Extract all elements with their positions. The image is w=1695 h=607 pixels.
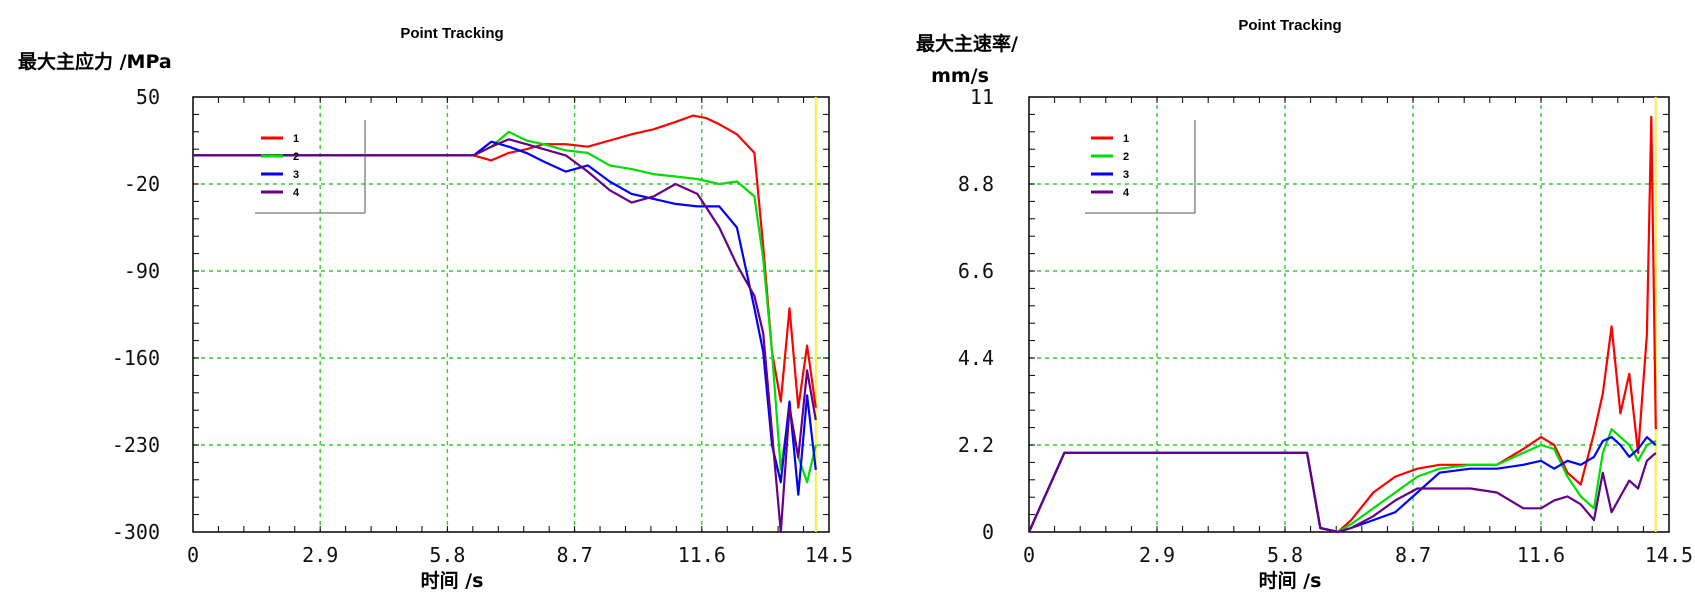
series-line-1 [193,114,817,409]
chart-2: Point Tracking 最大主速率/mm/s 时间 /s 0 2.9 5.8 8.7 1… [916,17,1693,592]
y-tick-label: 50 [136,85,160,109]
chart-title: Point Tracking [400,25,503,42]
y-tick-label: 11 [970,85,994,109]
chart-1: Point Tracking 最大主应力 /MPa 时间 /s 0 2.9 5.8 8.7 1… [18,25,853,592]
x-tick-label: 14.5 [1645,543,1693,567]
legend-label-3: 3 [1123,169,1129,181]
x-axis-label: 时间 /s [421,570,484,592]
x-tick-label: 2.9 [302,543,338,567]
plot-area [193,97,829,532]
y-tick-label: 8.8 [958,172,994,196]
y-axis-label: 最大主应力 /MPa [18,50,172,73]
y-tick-label: 6.6 [958,259,994,283]
legend: 1 2 3 4 [255,120,366,214]
y-tick-label: -20 [124,172,160,196]
y-tick-label: 2.2 [958,433,994,457]
legend-label-4: 4 [293,187,300,199]
legend-label-1: 1 [1123,133,1129,145]
series-line-4 [193,138,817,534]
legend-label-4: 4 [1123,187,1130,199]
y-tick-label: -230 [112,433,160,457]
legend-label-1: 1 [293,133,299,145]
x-tick-label: 2.9 [1139,543,1175,567]
y-tick-label: 4.4 [958,346,994,370]
series-line-3 [193,140,817,496]
legend: 1 2 3 4 [1085,120,1196,214]
x-tick-label: 5.8 [429,543,465,567]
y-tick-label: 0 [982,520,994,544]
y-tick-label: -90 [124,259,160,283]
y-tick-label: -300 [112,520,160,544]
x-tick-label: 8.7 [1395,543,1431,567]
series-line-4 [1029,451,1657,534]
chart-title: Point Tracking [1238,17,1341,34]
x-tick-label: 0 [187,543,199,567]
legend-label-2: 2 [1123,151,1129,163]
legend-label-3: 3 [293,169,299,181]
x-tick-label: 0 [1023,543,1035,567]
x-axis-label: 时间 /s [1259,570,1322,592]
x-tick-label: 8.7 [557,543,593,567]
x-tick-label: 14.5 [805,543,853,567]
x-tick-label: 11.6 [1517,543,1565,567]
x-tick-label: 11.6 [678,543,726,567]
legend-label-2: 2 [293,151,299,163]
plot-frame [192,96,830,533]
plot-frame [1028,96,1670,533]
x-tick-label: 5.8 [1267,543,1303,567]
y-tick-label: -160 [112,346,160,370]
y-axis-label: 最大主速率/ [916,32,1018,55]
y-axis-unit: mm/s [931,65,989,87]
